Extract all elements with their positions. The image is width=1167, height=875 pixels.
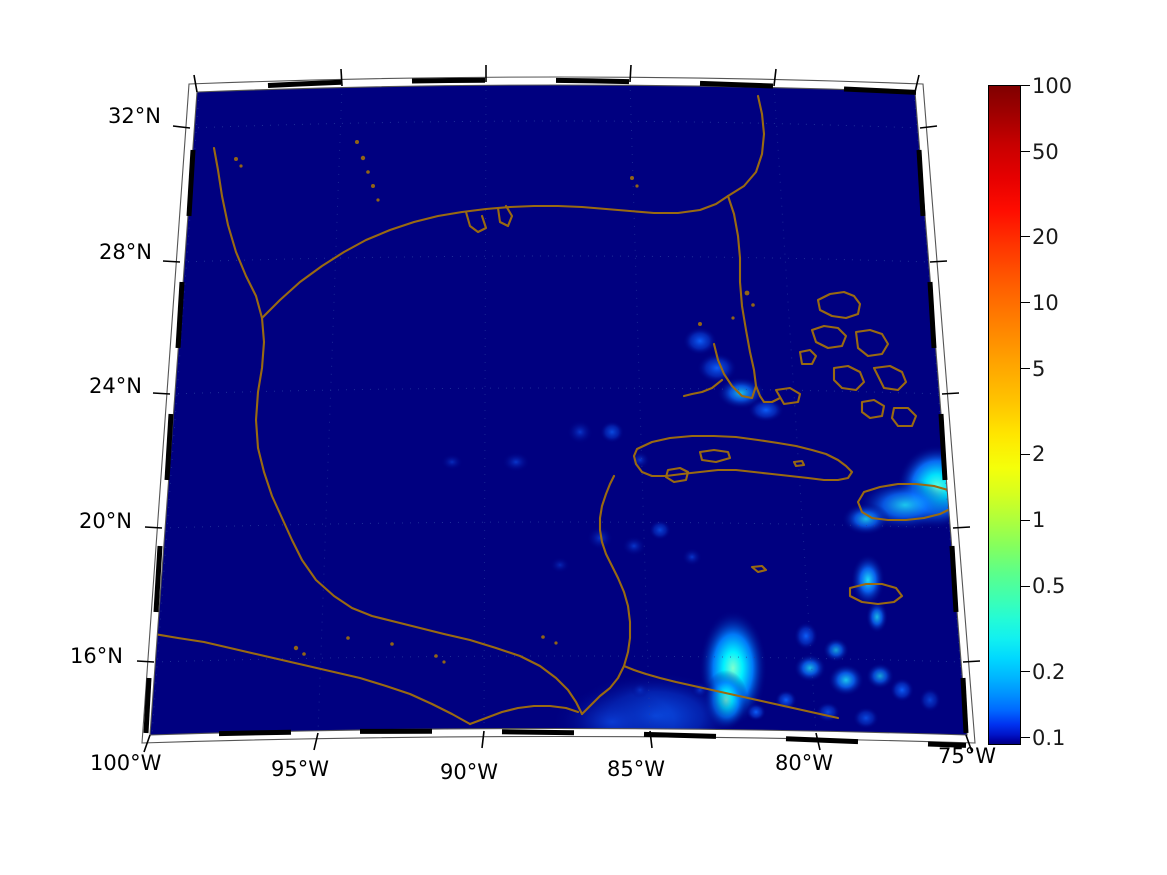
colorbar-tick-20 [1021, 236, 1030, 238]
colorbar-tick-1 [1021, 519, 1030, 521]
colorbar-tick-50 [1021, 151, 1030, 152]
colorbar-tick-5 [1021, 368, 1030, 370]
ytick-label-20n: 20°N [79, 509, 132, 533]
land-specks [234, 140, 755, 664]
ytick-label-16n: 16°N [70, 644, 123, 668]
xtick-label-100w: 100°W [90, 751, 162, 775]
ytick-label-28n: 28°N [99, 240, 152, 264]
xtick-label-80w: 80°W [775, 751, 833, 775]
colorbar-tick-0-2 [1021, 671, 1030, 673]
xtick-label-95w: 95°W [271, 757, 329, 781]
frame-left-band [143, 149, 196, 734]
ytick-label-24n: 24°N [89, 374, 142, 398]
colorbar-tick-10 [1021, 302, 1030, 304]
colorbar-tick-100 [1021, 85, 1030, 86]
colorbar-label-0-1: 0.1 [1032, 726, 1066, 750]
colorbar-label-1: 1 [1032, 508, 1046, 532]
frame-top-band [267, 77, 917, 95]
colorbar-label-50: 50 [1032, 140, 1059, 164]
colorbar-label-10: 10 [1032, 291, 1059, 315]
frame-bottom-band [218, 728, 967, 748]
colorbar-tick-2 [1021, 453, 1030, 455]
precip-field [150, 85, 967, 735]
xtick-label-75w: 75°W [938, 744, 996, 768]
colorbar-label-20: 20 [1032, 225, 1059, 249]
map-frame [136, 64, 981, 753]
axis-ticks [136, 64, 981, 753]
frame-right-band [916, 149, 969, 734]
ytick-label-32n: 32°N [108, 104, 161, 128]
colorbar-label-2: 2 [1032, 442, 1046, 466]
colorbar-label-0-5: 0.5 [1032, 574, 1066, 598]
colorbar-label-0-2: 0.2 [1032, 660, 1066, 684]
coastlines [152, 94, 958, 726]
xtick-label-85w: 85°W [607, 757, 665, 781]
colorbar-label-5: 5 [1032, 357, 1046, 381]
colorbar-tick-0-5 [1021, 585, 1030, 587]
colorbar-gradient [988, 85, 1021, 745]
colorbar-label-100: 100 [1032, 74, 1073, 98]
colorbar-tick-0-1 [1021, 737, 1030, 739]
xtick-label-90w: 90°W [440, 760, 498, 784]
colorbar[interactable] [988, 85, 1030, 745]
